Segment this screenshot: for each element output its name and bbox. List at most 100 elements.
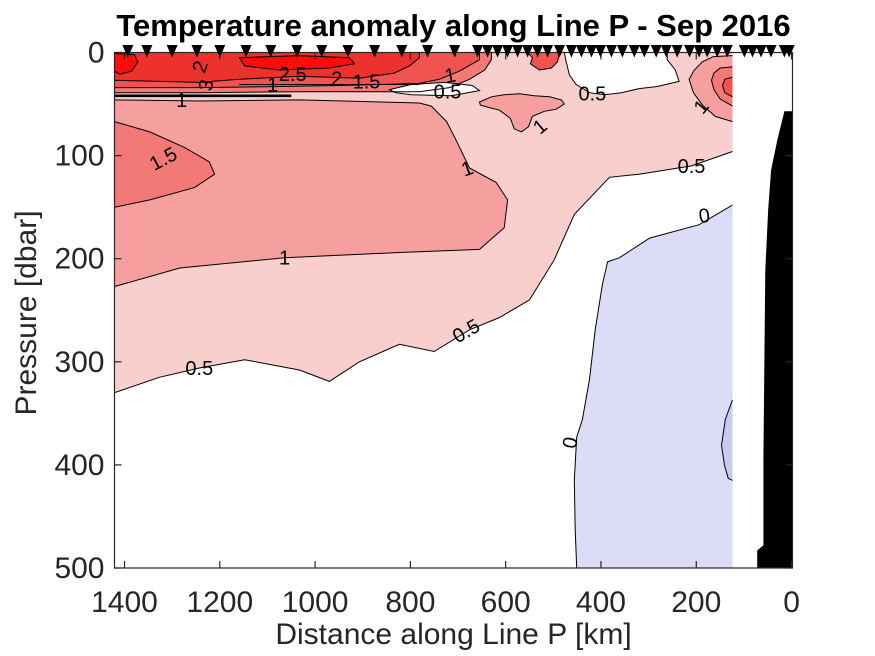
- x-tick-label: 0: [783, 586, 800, 619]
- contour-line-pos1: [114, 99, 509, 287]
- contour-line-neg-blue: [573, 204, 733, 569]
- contour-label: 0.5: [578, 84, 606, 106]
- y-tick-label: 400: [54, 449, 104, 482]
- station-marker-icon: [711, 45, 723, 58]
- contour-band-white-mid: [564, 52, 680, 95]
- contour-label: 2.5: [279, 64, 307, 86]
- contour-band-neg05-blob: [721, 399, 733, 481]
- contour-line-pos05: [114, 151, 733, 394]
- station-marker-icon: [472, 45, 484, 58]
- y-tick-label: 300: [54, 346, 104, 379]
- y-tick-label: 100: [54, 140, 104, 173]
- contour-line-white-lens: [387, 81, 481, 97]
- contour-band-patch3a: [114, 53, 138, 75]
- station-marker-icon: [449, 45, 461, 58]
- y-tick-label: 200: [54, 243, 104, 276]
- contour-label: 1: [279, 248, 290, 270]
- x-tick-label: 800: [385, 586, 435, 619]
- station-marker-icon: [765, 45, 777, 58]
- x-tick-label: 1400: [91, 586, 158, 619]
- bathymetry-silhouette: [757, 111, 793, 569]
- station-marker-icon: [746, 45, 758, 58]
- contour-band-red-topblob: [527, 52, 560, 70]
- station-marker-icon: [605, 45, 617, 58]
- station-marker-icon: [650, 45, 662, 58]
- x-axis-label: Distance along Line P [km]: [275, 618, 632, 651]
- station-marker-icon: [554, 45, 566, 58]
- contour-band-pos1-midblob: [479, 93, 565, 132]
- station-marker-icon: [594, 45, 606, 58]
- contour-band-ring15: [711, 66, 733, 107]
- station-marker-icon: [532, 45, 544, 58]
- contour-label: 1.5: [353, 71, 381, 93]
- contour-label: 0: [559, 435, 583, 450]
- station-marker-icon: [721, 45, 733, 58]
- contour-label: 0.5: [185, 358, 213, 380]
- contour-label: 3: [195, 78, 219, 93]
- x-tick-label: 1200: [186, 586, 253, 619]
- station-marker-icon: [638, 45, 650, 58]
- contour-line-ring15: [710, 66, 733, 107]
- station-marker-icon: [502, 45, 514, 58]
- contour-line-strip2: [114, 52, 480, 89]
- station-marker-icon: [671, 45, 683, 58]
- contour-label: 0: [697, 205, 711, 228]
- contour-band-neg-blue: [574, 205, 733, 568]
- station-marker-icon: [512, 45, 524, 58]
- chart-title: Temperature anomaly along Line P - Sep 2…: [116, 8, 791, 43]
- station-marker-icon: [214, 45, 226, 58]
- station-marker-icon: [141, 45, 153, 58]
- contour-line-pos15-left: [114, 121, 216, 208]
- station-marker-icon: [265, 45, 277, 58]
- contour-line-strip25: [114, 52, 420, 83]
- station-marker-icon: [616, 45, 628, 58]
- contour-label: 1: [267, 75, 278, 97]
- contour-band-pos15-left: [114, 121, 215, 208]
- x-tick-label: 1000: [282, 586, 349, 619]
- station-marker-icon: [565, 45, 577, 58]
- contour-line-patch3a: [114, 53, 139, 75]
- contour-label: 0.5: [434, 82, 462, 104]
- station-marker-icon: [575, 45, 587, 58]
- contour-label: 1: [443, 64, 458, 88]
- x-tick-label: 400: [576, 586, 626, 619]
- contour-line-red-topblob: [527, 52, 560, 71]
- contour-band-white-lens: [389, 82, 480, 96]
- contour-line-pos1-midblob: [478, 93, 566, 133]
- station-marker-icon: [701, 45, 713, 58]
- x-tick-label: 600: [481, 586, 531, 619]
- x-tick-label: 200: [671, 586, 721, 619]
- contour-line-strip15: [114, 52, 492, 94]
- station-marker-icon: [122, 45, 134, 58]
- y-tick-label: 500: [54, 552, 104, 585]
- station-marker-icon: [522, 45, 534, 58]
- station-marker-icon: [240, 45, 252, 58]
- station-marker-icon: [660, 45, 672, 58]
- contour-band-patch3b: [239, 55, 355, 70]
- contour-band-pos1: [114, 99, 508, 287]
- station-marker-icon: [396, 45, 408, 58]
- station-marker-icon: [755, 45, 767, 58]
- contour-label: 2: [331, 68, 342, 90]
- contour-line-white-mid: [563, 52, 680, 96]
- station-marker-icon: [783, 45, 795, 58]
- y-tick-label: 0: [88, 37, 105, 70]
- station-marker-icon: [166, 45, 178, 58]
- station-marker-icon: [422, 45, 434, 58]
- station-marker-icon: [316, 45, 328, 58]
- station-marker-icon: [693, 45, 705, 58]
- station-marker-icon: [492, 45, 504, 58]
- station-marker-icon: [369, 45, 381, 58]
- contour-line-patch3b: [238, 55, 356, 71]
- station-marker-icon: [482, 45, 494, 58]
- contour-line-ring1: [688, 55, 733, 123]
- station-marker-icon: [342, 45, 354, 58]
- station-marker-icon: [291, 45, 303, 58]
- station-marker-icon: [191, 45, 203, 58]
- contour-label: 1: [176, 90, 187, 112]
- contour-line-neg05-blob: [720, 399, 733, 481]
- station-marker-icon: [684, 45, 696, 58]
- station-marker-icon: [628, 45, 640, 58]
- contour-label: 0.5: [678, 156, 706, 178]
